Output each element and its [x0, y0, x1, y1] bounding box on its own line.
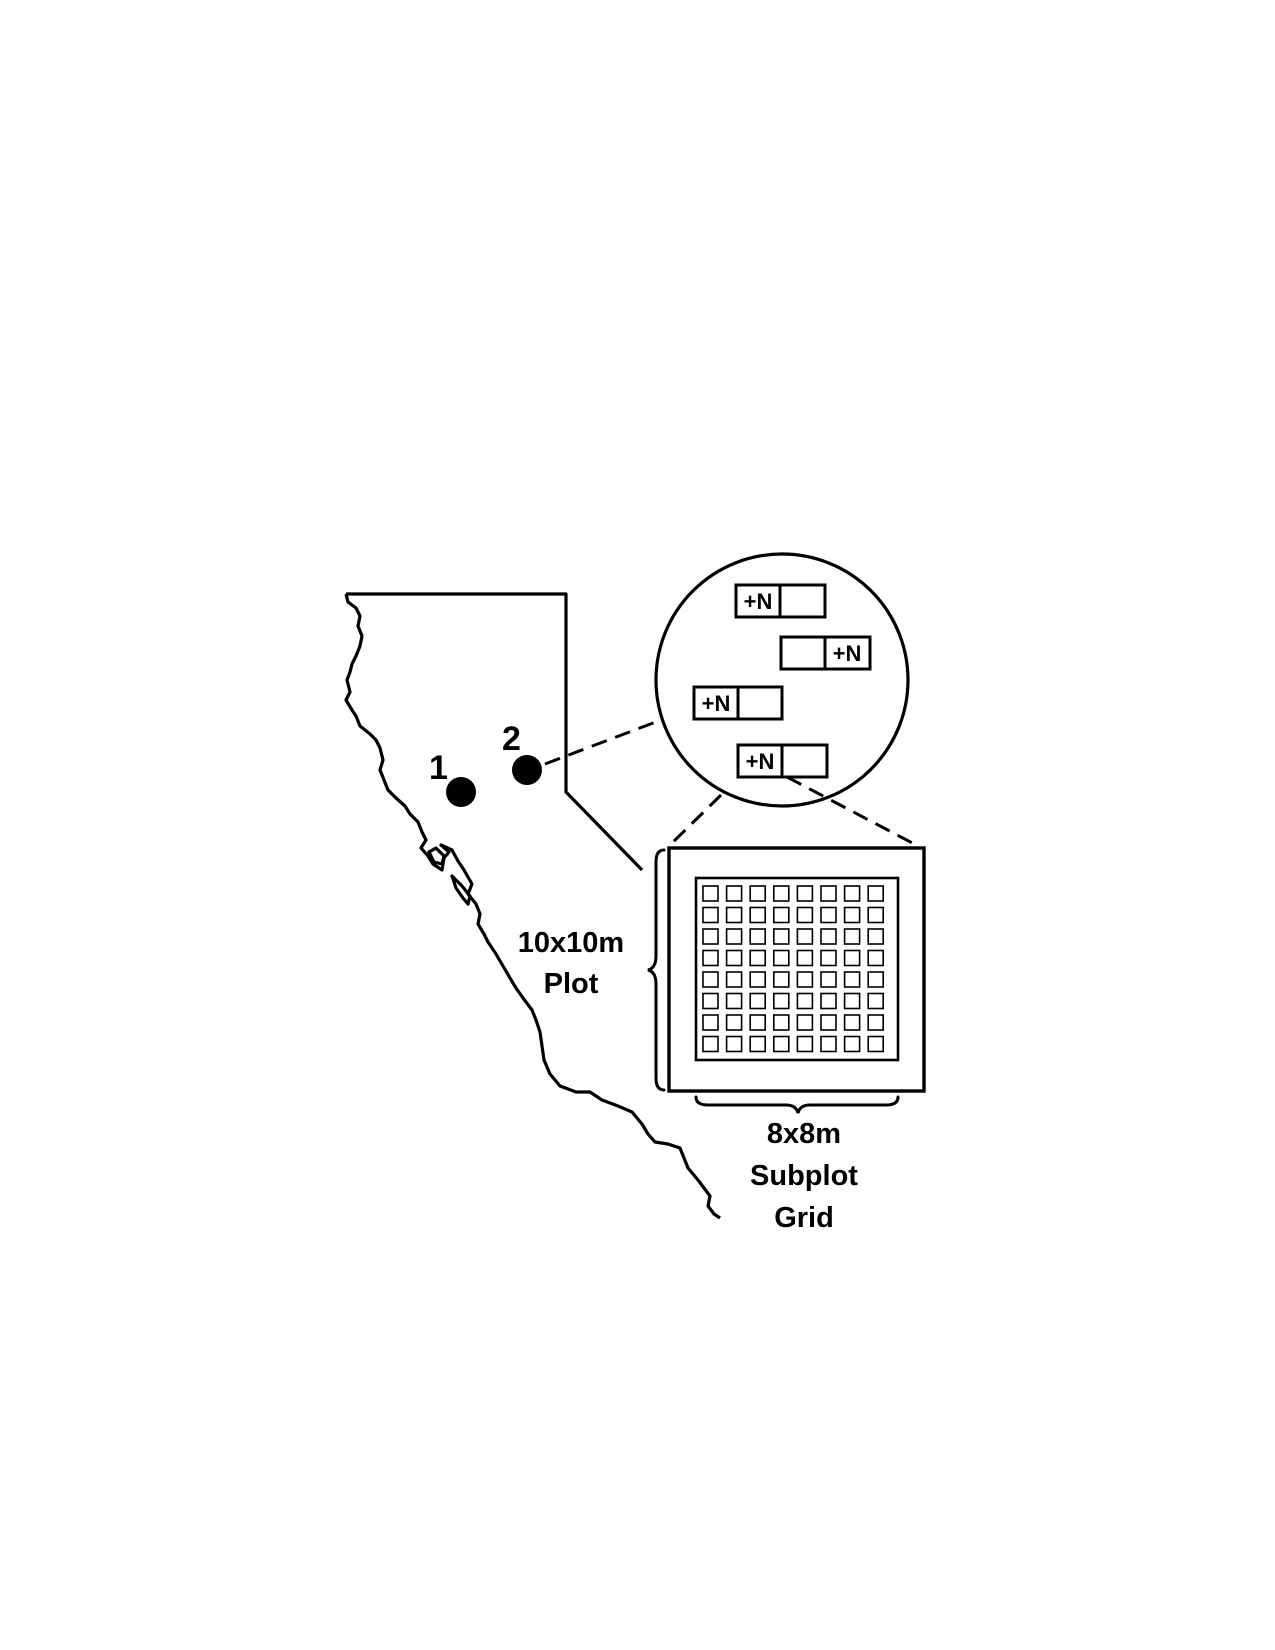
site-1-label: 1: [429, 749, 448, 787]
inset-plot-pair-1: +N: [734, 583, 827, 619]
subplot-cell: [749, 971, 767, 988]
subplot-cell: [772, 949, 790, 967]
subplot-cell: [702, 949, 719, 967]
subplot-cell: [796, 971, 814, 988]
subplot-cell: [867, 992, 885, 1010]
subplot-cell: [702, 1035, 719, 1053]
site-2-label: 2: [502, 720, 521, 758]
subplot-cell: [702, 971, 719, 988]
subplot-cell: [820, 906, 837, 924]
subplot-cell: [725, 971, 743, 988]
subplot-cell: [749, 992, 767, 1010]
subplot-cell: [820, 971, 837, 988]
subplot-cell: [820, 992, 837, 1010]
subplot-cell: [796, 992, 814, 1010]
site-2-marker: [512, 755, 542, 785]
subplot-cell: [702, 906, 719, 924]
subplot-cell: [749, 928, 767, 945]
subplot-cell: [749, 906, 767, 924]
subplot-cell: [772, 928, 790, 945]
subplot-cell: [749, 949, 767, 967]
subplot-cell: [796, 1035, 814, 1053]
subplot-cell: [843, 906, 861, 924]
plot-size-label-line2: Plot: [544, 968, 599, 1000]
subplot-cell: [796, 906, 814, 924]
inset-plot-pair-3: +N: [692, 685, 784, 721]
subplot-cell: [725, 906, 743, 924]
subplot-cell: [867, 1035, 885, 1053]
subplot-cell: [749, 885, 767, 902]
site-1-marker: [446, 777, 476, 807]
subplot-cell: [772, 971, 790, 988]
subplot-grid-cells: [702, 885, 885, 1053]
subplot-cell: [772, 1014, 790, 1031]
subplot-grid-width-brace: [694, 1095, 900, 1114]
subplot-cell: [749, 1035, 767, 1053]
subplot-cell: [725, 1014, 743, 1031]
subplot-cell: [867, 971, 885, 988]
zoom-dashed-line-right: [786, 775, 919, 848]
subplot-cell: [820, 949, 837, 967]
subplot-cell: [725, 928, 743, 945]
subplot-cell: [867, 949, 885, 967]
subplot-cell: [796, 949, 814, 967]
subplot-cell: [843, 928, 861, 945]
site-to-inset-dashed-connector: [544, 718, 662, 766]
subplot-cell: [843, 885, 861, 902]
subplot-cell: [820, 1035, 837, 1053]
subplot-cell: [772, 906, 790, 924]
nitrogen-treatment-label: +N: [746, 749, 775, 774]
plot-size-label-line1: 10x10m: [518, 927, 624, 959]
inset-plot-pair-4: +N: [736, 743, 829, 779]
site-inset-circle: [654, 552, 910, 808]
inset-plot-pair-2: +N: [779, 635, 872, 671]
subplot-cell: [702, 885, 719, 902]
subplot-cell: [820, 1014, 837, 1031]
california-map-outline: [344, 592, 721, 1220]
subplot-cell: [725, 1035, 743, 1053]
plot-10x10m-square: [667, 846, 926, 1093]
subplot-cell: [867, 885, 885, 902]
subplot-cell: [843, 949, 861, 967]
nitrogen-treatment-label: +N: [833, 641, 862, 666]
subplot-cell: [772, 885, 790, 902]
subplot-cell: [796, 928, 814, 945]
subplot-cell: [867, 928, 885, 945]
subplot-cell: [843, 1014, 861, 1031]
subplot-cell: [702, 992, 719, 1010]
subplot-cell: [843, 1035, 861, 1053]
subplot-cell: [796, 885, 814, 902]
subplot-cell: [702, 1014, 719, 1031]
subplot-cell: [702, 928, 719, 945]
subplot-cell: [725, 885, 743, 902]
subplot-cell: [843, 971, 861, 988]
subplot-grid-label-line3: Grid: [774, 1202, 834, 1234]
subplot-cell: [867, 1014, 885, 1031]
plot-height-brace: [647, 848, 666, 1092]
subplot-cell: [820, 928, 837, 945]
subplot-cell: [725, 949, 743, 967]
nitrogen-treatment-label: +N: [744, 589, 773, 614]
subplot-cell: [867, 906, 885, 924]
subplot-grid-label-line1: 8x8m: [767, 1118, 841, 1150]
zoom-dashed-line-left: [667, 793, 723, 848]
subplot-grid-border: [694, 876, 900, 1062]
subplot-cell: [772, 992, 790, 1010]
subplot-grid-label-line2: Subplot: [750, 1160, 858, 1192]
subplot-cell: [796, 1014, 814, 1031]
subplot-cell: [820, 885, 837, 902]
nitrogen-treatment-label: +N: [702, 691, 731, 716]
subplot-cell: [725, 992, 743, 1010]
subplot-cell: [843, 992, 861, 1010]
subplot-cell: [749, 1014, 767, 1031]
subplot-cell: [772, 1035, 790, 1053]
